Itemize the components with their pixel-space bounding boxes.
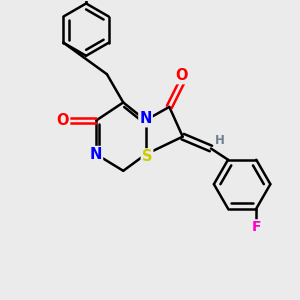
Text: O: O [57, 113, 69, 128]
Text: F: F [251, 220, 261, 234]
Text: S: S [142, 149, 152, 164]
Text: O: O [175, 68, 188, 83]
Text: H: H [215, 134, 225, 147]
Text: N: N [140, 111, 152, 126]
Text: N: N [90, 147, 102, 162]
